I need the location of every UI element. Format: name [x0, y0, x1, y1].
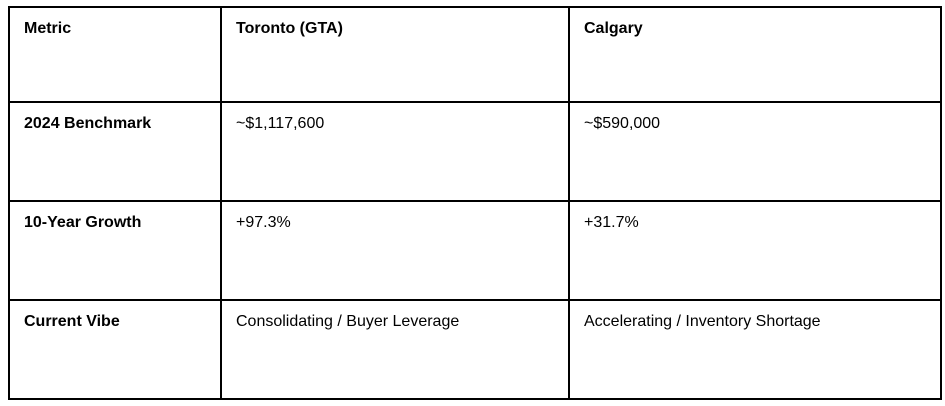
- table-header-row: Metric Toronto (GTA) Calgary: [8, 6, 942, 103]
- table-row: 2024 Benchmark ~$1,117,600 ~$590,000: [8, 100, 942, 202]
- cell-toronto-benchmark: ~$1,117,600: [220, 100, 570, 202]
- table-row: 10-Year Growth +97.3% +31.7%: [8, 199, 942, 301]
- cell-toronto-growth: +97.3%: [220, 199, 570, 301]
- row-label-current-vibe: Current Vibe: [8, 298, 222, 401]
- header-cell-calgary: Calgary: [568, 6, 942, 103]
- row-label-2024-benchmark: 2024 Benchmark: [8, 100, 222, 202]
- header-cell-metric: Metric: [8, 6, 222, 103]
- comparison-table: Metric Toronto (GTA) Calgary 2024 Benchm…: [8, 6, 942, 401]
- row-label-10-year-growth: 10-Year Growth: [8, 199, 222, 301]
- cell-toronto-vibe: Consolidating / Buyer Leverage: [220, 298, 570, 401]
- cell-calgary-growth: +31.7%: [568, 199, 942, 301]
- header-cell-toronto: Toronto (GTA): [220, 6, 570, 103]
- cell-calgary-benchmark: ~$590,000: [568, 100, 942, 202]
- cell-calgary-vibe: Accelerating / Inventory Shortage: [568, 298, 942, 401]
- table-row: Current Vibe Consolidating / Buyer Lever…: [8, 298, 942, 401]
